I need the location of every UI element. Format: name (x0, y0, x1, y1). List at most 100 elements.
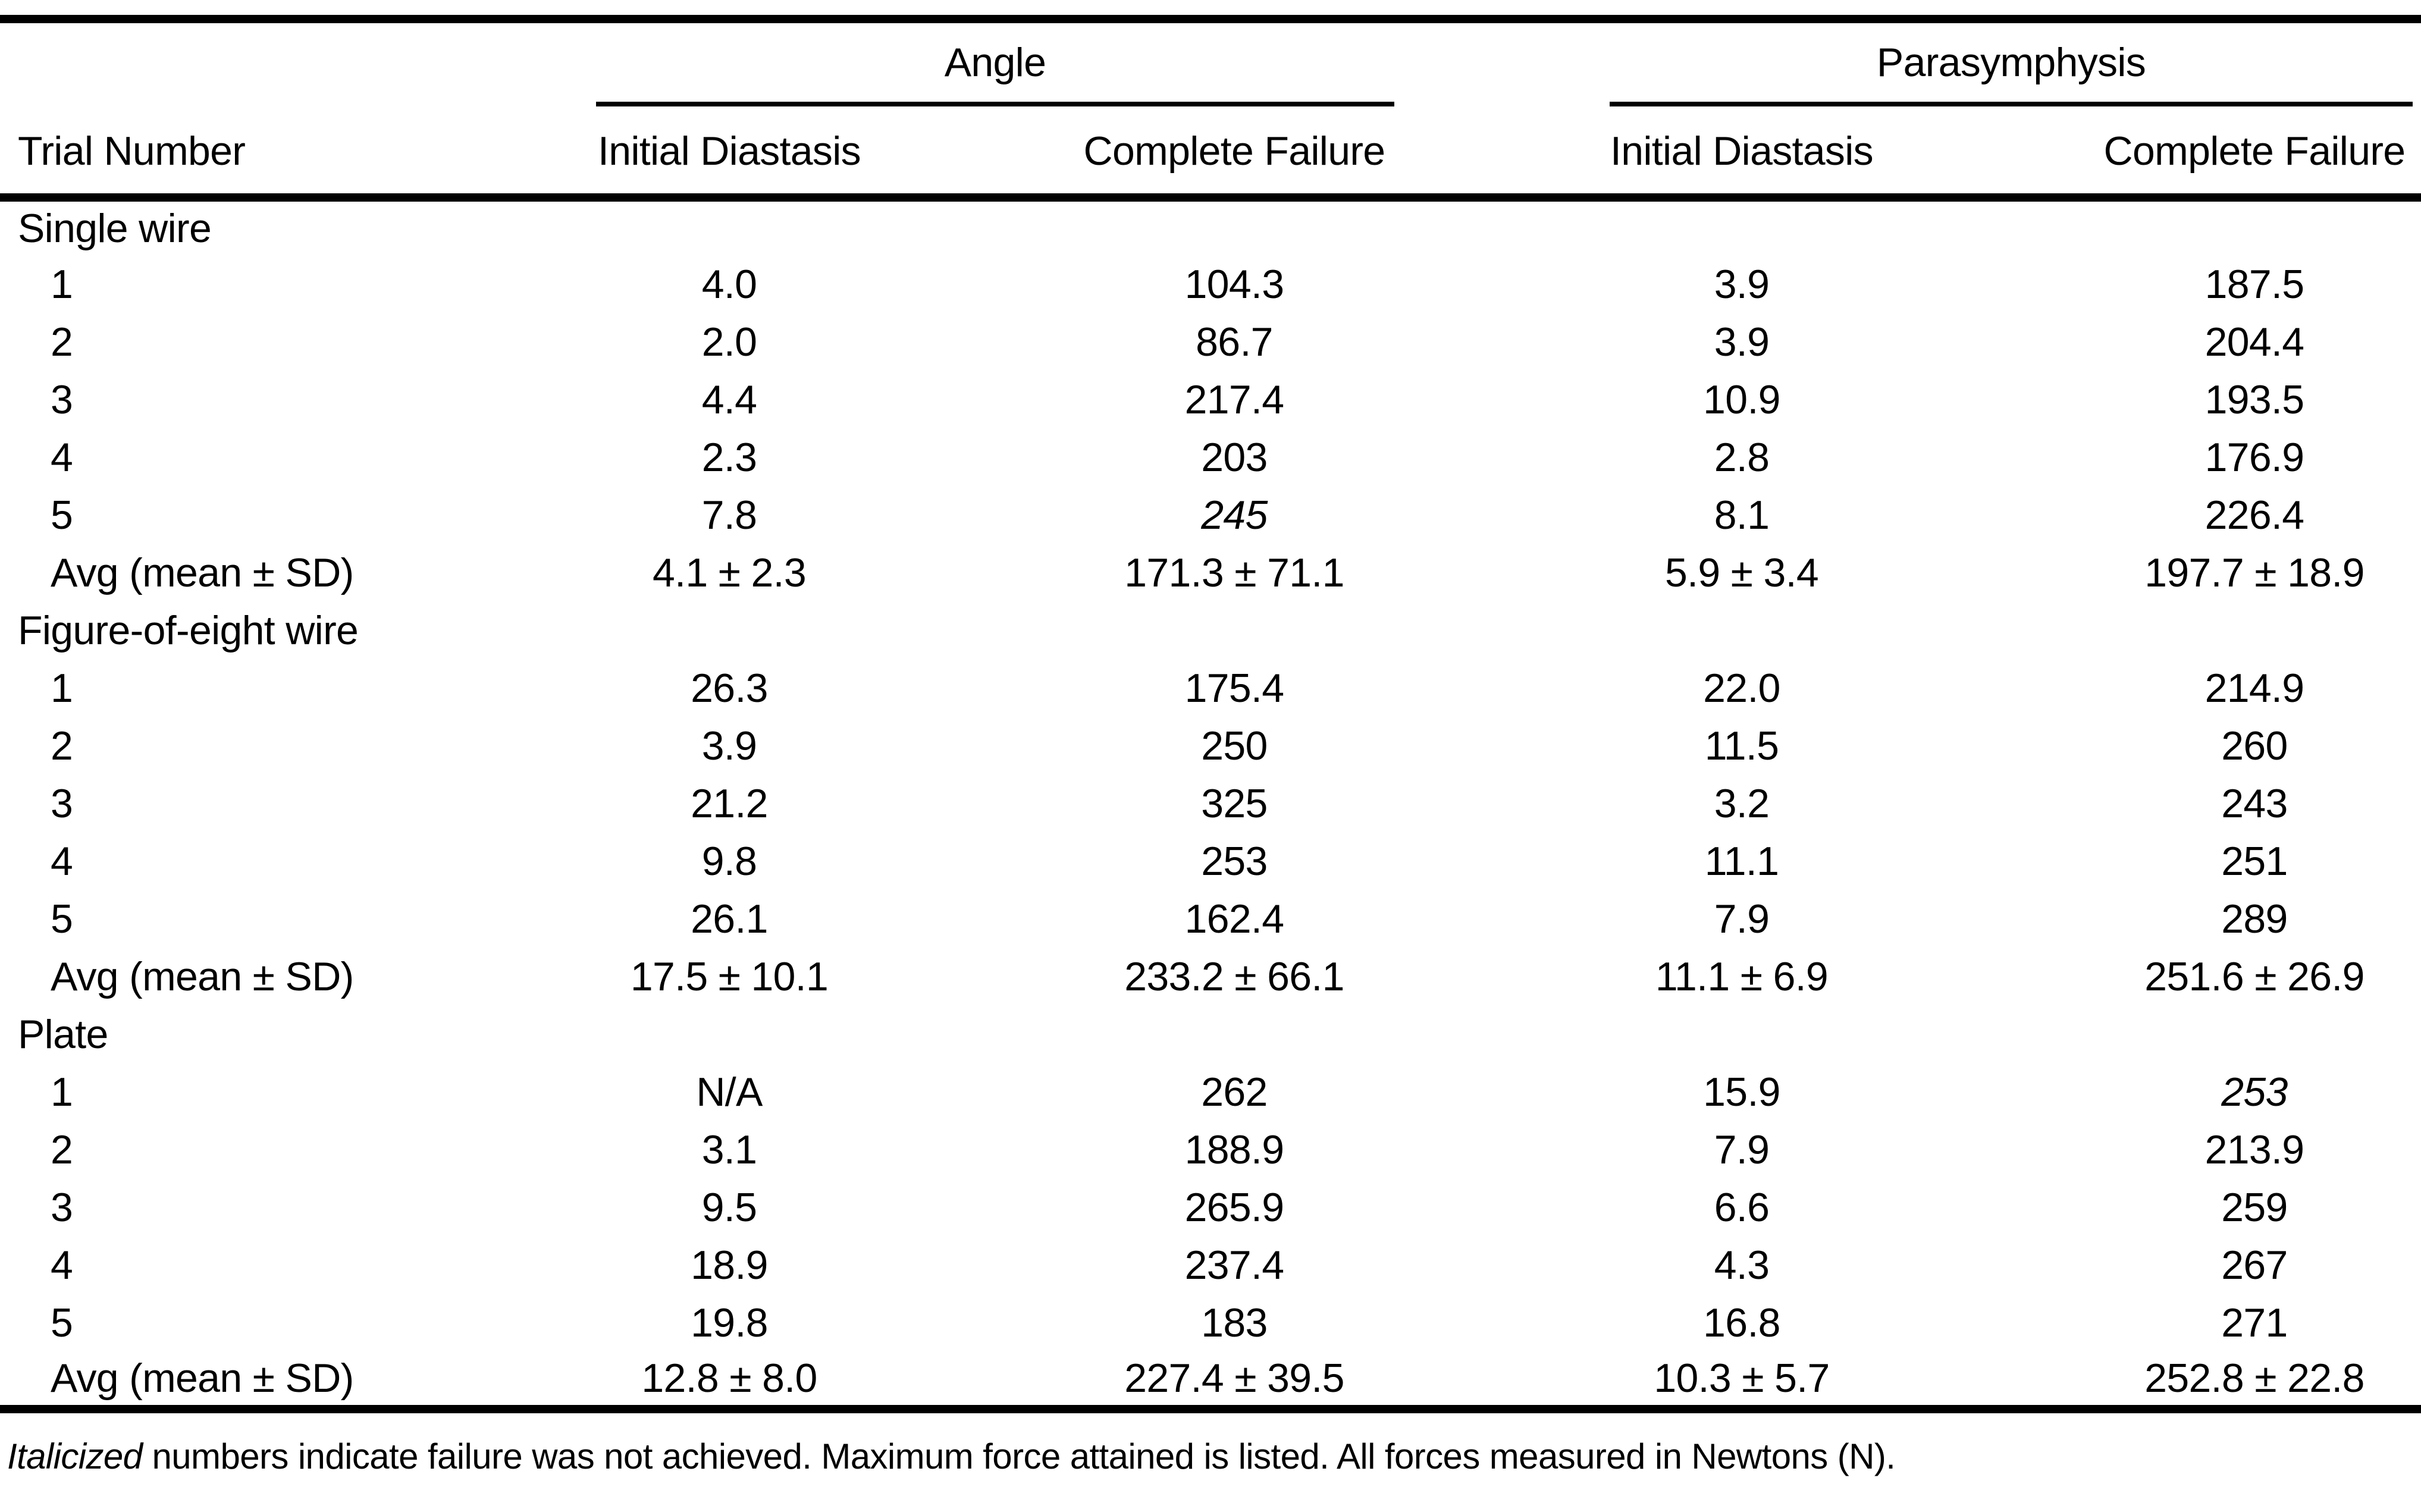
trial-cell: 4 (51, 434, 73, 480)
value-cell: 3.2 (1714, 780, 1770, 826)
value-cell: 4.0 (701, 261, 757, 307)
table-row: Avg (mean ± SD) 4.1 ± 2.3 171.3 ± 71.1 5.9 … (0, 544, 2421, 601)
value-cell: 22.0 (1703, 665, 1780, 711)
value-cell: 252.8 ± 22.8 (2144, 1356, 2364, 1401)
value-cell: 237.4 (1184, 1242, 1284, 1288)
value-cell: 11.5 (1704, 723, 1779, 768)
trial-cell: Avg (mean ± SD) (51, 550, 354, 595)
value-cell: 226.4 (2204, 492, 2304, 538)
value-cell: 175.4 (1184, 665, 1284, 711)
table-row: 1 26.3 175.4 22.0 214.9 (0, 659, 2421, 717)
value-cell: 214.9 (2204, 665, 2304, 711)
value-cell: 16.8 (1703, 1300, 1780, 1345)
value-cell: 203 (1201, 434, 1268, 480)
value-cell: 217.4 (1184, 377, 1284, 422)
value-cell: 193.5 (2204, 377, 2304, 422)
value-cell: 289 (2221, 896, 2288, 942)
value-cell: 8.1 (1714, 492, 1770, 538)
value-cell: 4.3 (1714, 1242, 1770, 1288)
value-cell: 12.8 ± 8.0 (641, 1356, 817, 1401)
column-header-para-initial-diastasis: Initial Diastasis (1487, 108, 1999, 202)
value-cell: 3.9 (701, 723, 757, 768)
value-cell: 19.8 (691, 1300, 768, 1345)
trial-cell: 2 (51, 723, 73, 768)
results-table: Angle Parasymphysis Trial Number Initial… (0, 15, 2421, 1413)
paper-table-figure: Angle Parasymphysis Trial Number Initial… (0, 15, 2421, 1477)
trial-cell: 1 (51, 1069, 73, 1115)
group-header-angle: Angle (512, 19, 1487, 108)
section-label: Single wire (18, 206, 212, 251)
value-cell: 104.3 (1184, 261, 1284, 307)
table-row: 5 7.8 245 8.1 226.4 (0, 486, 2421, 544)
section-row: Single wire (0, 197, 2421, 255)
value-cell: 245 (1201, 492, 1268, 538)
value-cell: 325 (1201, 780, 1268, 826)
value-cell: 10.3 ± 5.7 (1654, 1356, 1830, 1401)
table-row: 3 9.5 265.9 6.6 259 (0, 1178, 2421, 1236)
trial-cell: 5 (51, 1300, 73, 1345)
section-label: Plate (18, 1011, 108, 1057)
footnote: Italicized numbers indicate failure was … (0, 1436, 2421, 1477)
trial-cell: 3 (51, 377, 73, 422)
trial-cell: 2 (51, 1127, 73, 1172)
trial-cell: Avg (mean ± SD) (51, 953, 354, 999)
value-cell: 250 (1201, 723, 1268, 768)
value-cell: 204.4 (2204, 319, 2304, 365)
trial-cell: 5 (51, 492, 73, 538)
value-cell: 251.6 ± 26.9 (2144, 953, 2364, 999)
value-cell: 7.9 (1714, 1127, 1770, 1172)
value-cell: 6.6 (1714, 1184, 1770, 1230)
trial-cell: 1 (51, 261, 73, 307)
value-cell: 188.9 (1184, 1127, 1284, 1172)
value-cell: 9.5 (701, 1184, 757, 1230)
column-header-trial-number: Trial Number (0, 108, 512, 202)
trial-cell: 3 (51, 780, 73, 826)
value-cell: 243 (2221, 780, 2288, 826)
angle-spanner-rule: Angle (596, 23, 1394, 106)
column-header-row: Trial Number Initial Diastasis Complete … (0, 108, 2421, 202)
section-label: Figure-of-eight wire (18, 607, 359, 653)
group-header-row: Angle Parasymphysis (0, 19, 2421, 108)
value-cell: 7.8 (701, 492, 757, 538)
group-label-angle: Angle (944, 40, 1046, 85)
value-cell: 4.1 ± 2.3 (652, 550, 807, 595)
table-row: 2 3.9 250 11.5 260 (0, 717, 2421, 774)
value-cell: 26.1 (691, 896, 768, 942)
table-row: Avg (mean ± SD) 12.8 ± 8.0 227.4 ± 39.5 10.… (0, 1351, 2421, 1409)
value-cell: 7.9 (1714, 896, 1770, 942)
group-header-parasymphysis: Parasymphysis (1487, 19, 2421, 108)
footnote-text: numbers indicate failure was not achieve… (142, 1436, 1896, 1476)
trial-cell: 2 (51, 319, 73, 365)
table-body: Single wire 1 4.0 104.3 3.9 187.5 2 2.0 86.7 3.9 2… (0, 197, 2421, 1409)
value-cell: 3.9 (1714, 319, 1770, 365)
table-row: 2 2.0 86.7 3.9 204.4 (0, 313, 2421, 371)
table-row: 3 4.4 217.4 10.9 193.5 (0, 371, 2421, 428)
value-cell: 171.3 ± 71.1 (1124, 550, 1344, 595)
value-cell: 2.0 (701, 319, 757, 365)
footnote-italic-lead: Italicized (7, 1436, 143, 1476)
value-cell: 162.4 (1184, 896, 1284, 942)
trial-cell: 3 (51, 1184, 73, 1230)
value-cell: 187.5 (2204, 261, 2304, 307)
value-cell: 183 (1201, 1300, 1268, 1345)
value-cell: 4.4 (701, 377, 757, 422)
value-cell: 15.9 (1703, 1069, 1780, 1115)
value-cell: 251 (2221, 838, 2288, 884)
value-cell: 9.8 (701, 838, 757, 884)
value-cell: 253 (2221, 1069, 2288, 1115)
value-cell: 267 (2221, 1242, 2288, 1288)
table-row: 5 26.1 162.4 7.9 289 (0, 890, 2421, 948)
column-header-angle-complete-failure: Complete Failure (981, 108, 1487, 202)
table-row: 4 9.8 253 11.1 251 (0, 832, 2421, 890)
trial-cell: 4 (51, 838, 73, 884)
value-cell: 259 (2221, 1184, 2288, 1230)
value-cell: 17.5 ± 10.1 (630, 953, 829, 999)
column-header-angle-initial-diastasis: Initial Diastasis (512, 108, 981, 202)
trial-cell: 4 (51, 1242, 73, 1288)
table-row: Avg (mean ± SD) 17.5 ± 10.1 233.2 ± 66.1 11… (0, 948, 2421, 1005)
value-cell: 3.9 (1714, 261, 1770, 307)
value-cell: 86.7 (1196, 319, 1273, 365)
value-cell: 213.9 (2204, 1127, 2304, 1172)
trial-cell: 1 (51, 665, 73, 711)
trial-cell: Avg (mean ± SD) (51, 1356, 354, 1401)
